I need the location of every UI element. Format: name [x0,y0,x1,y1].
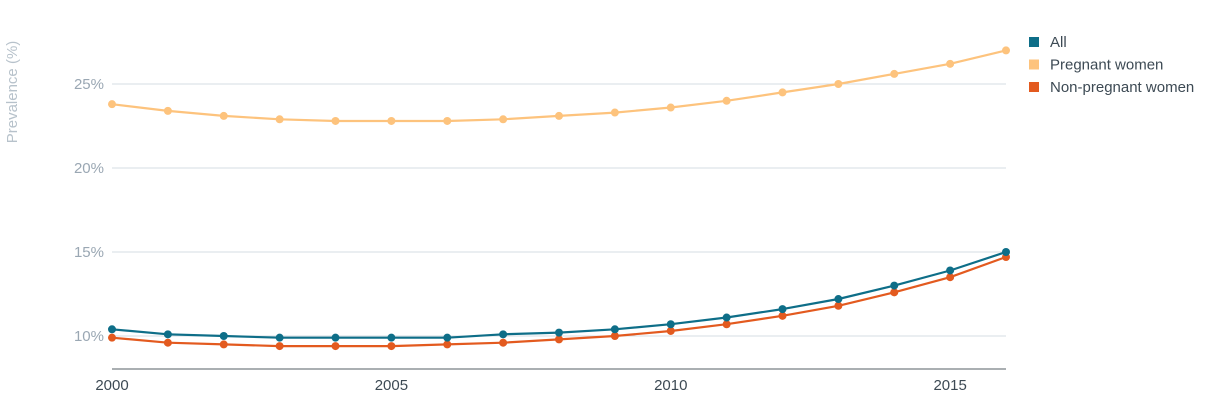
legend: All Pregnant women Non-pregnant women [1029,34,1194,96]
data-point [108,325,116,334]
data-point [890,288,899,297]
legend-swatch [1029,59,1039,70]
x-tick-label: 2015 [933,377,966,394]
data-point [387,342,396,351]
data-point [778,311,787,320]
data-point [890,281,899,290]
data-point [666,326,675,335]
data-point [610,332,619,340]
legend-label: All [1050,34,1067,51]
data-point [275,342,284,351]
data-point [108,100,116,109]
series-pregnant-women [108,46,1010,125]
data-point [834,295,843,304]
y-tick-label: 15% [74,244,104,261]
data-point [666,320,675,329]
legend-swatch [1029,37,1039,47]
data-point [555,335,563,344]
data-point [219,332,228,340]
data-point [610,108,619,117]
data-point [387,333,396,342]
series-all [108,248,1010,342]
series-line-pregnant-women [110,49,1008,123]
y-tick-label: 25% [74,76,104,93]
data-point [443,116,452,125]
data-point [443,340,452,349]
data-point [219,340,228,349]
x-tick-label: 2010 [654,377,687,394]
data-point [834,80,843,88]
data-point [666,103,675,112]
x-axis-ticks: 2000 2005 2010 2015 [95,377,967,394]
data-point [834,301,843,310]
y-axis-label: Prevalence (%) [4,41,21,144]
data-point [722,313,731,322]
data-point [163,338,172,347]
series-non-pregnant-women [108,253,1010,351]
data-point [275,115,284,124]
data-point [778,88,787,97]
data-point [946,273,955,282]
y-axis-ticks: 10% 15% 20% 25% [74,76,104,345]
data-point [163,330,172,339]
y-tick-label: 10% [74,328,104,345]
legend-label: Pregnant women [1050,57,1163,74]
data-point [499,338,508,347]
data-point [555,328,563,337]
series-line-all [110,250,1008,339]
data-point [443,333,452,342]
data-point [946,59,955,68]
series-lines [108,46,1010,351]
y-tick-label: 20% [74,160,104,177]
data-point [275,333,284,342]
data-point [778,305,787,314]
legend-label: Non-pregnant women [1050,79,1194,96]
data-point [219,111,228,120]
data-point [722,96,731,105]
data-point [1002,248,1010,256]
data-point [890,69,899,78]
data-point [499,330,508,339]
data-point [722,320,731,329]
data-point [331,333,340,342]
legend-swatch [1029,82,1039,92]
data-point [108,333,116,342]
data-point [946,266,955,275]
data-point [1002,46,1010,55]
data-point [387,116,396,125]
data-point [610,325,619,334]
x-tick-label: 2005 [375,377,408,394]
data-point [499,115,508,124]
data-point [163,106,172,115]
data-point [331,116,340,125]
data-point [331,342,340,351]
x-tick-label: 2000 [95,377,128,394]
data-point [555,111,563,120]
